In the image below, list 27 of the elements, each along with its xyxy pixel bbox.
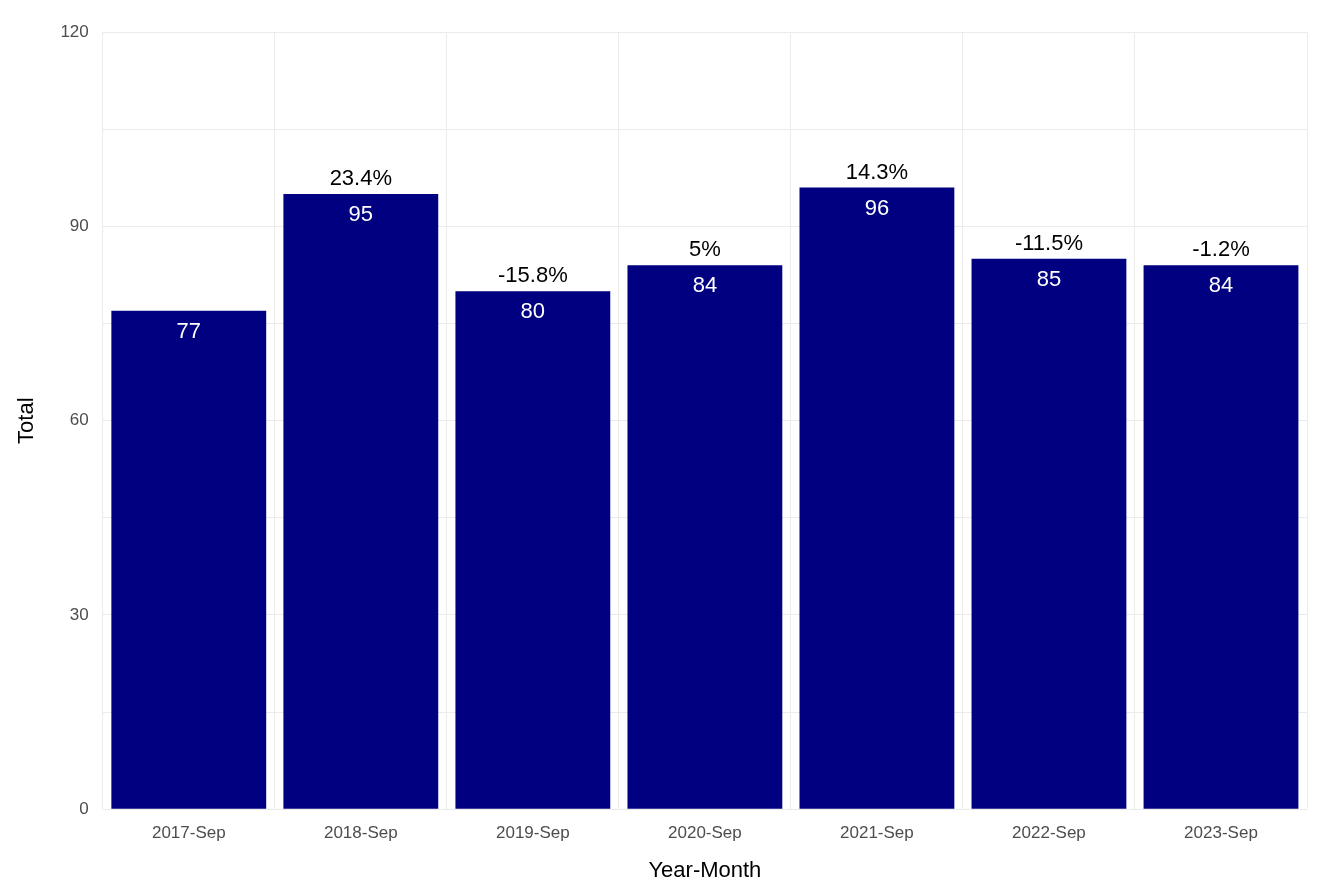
y-axis-title: Total [13,397,39,444]
data-label: 80 [520,298,546,324]
x-tick-label: 2017-Sep [151,823,226,843]
y-tick-label: 120 [60,21,89,41]
annotation: -1.2% [1192,236,1250,262]
annotation: -11.5% [1014,229,1083,255]
x-axis-title: Year-Month [648,856,762,882]
data-label: 95 [348,201,374,227]
x-tick-label: 2021-Sep [840,823,914,843]
data-label: 84 [692,272,718,298]
annotation: 14.3% [845,158,909,184]
data-label: 85 [1036,265,1062,291]
x-tick-label: 2019-Sep [495,823,570,843]
data-label: 84 [1208,272,1234,298]
x-tick-label: 2018-Sep [323,823,398,843]
annotation: 23.4% [329,165,393,191]
annotation: -15.8% [497,262,568,288]
x-tick-label: 2020-Sep [668,823,742,843]
data-label: 96 [864,194,890,220]
y-tick-label: 30 [69,604,89,624]
y-tick-label: 90 [69,216,89,236]
y-tick-label: 0 [79,798,89,818]
x-tick-label: 2022-Sep [1012,823,1086,843]
y-tick-label: 60 [69,410,89,430]
x-tick-label: 2023-Sep [1184,823,1258,843]
annotation: 5% [688,236,721,262]
data-label: 77 [176,317,202,343]
